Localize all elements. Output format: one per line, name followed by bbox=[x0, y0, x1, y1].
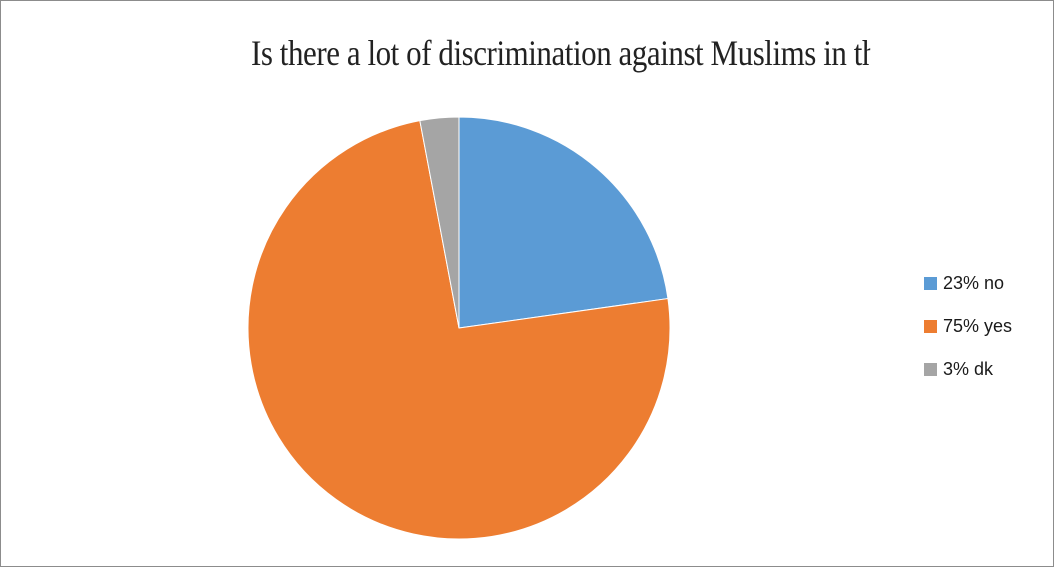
legend-label-yes: 75% yes bbox=[943, 315, 1013, 336]
pie-slice-dk bbox=[419, 116, 460, 329]
legend-item-dk: 3% dk bbox=[924, 357, 1012, 381]
chart-title: Is there a lot of discrimination against… bbox=[251, 33, 870, 73]
legend-swatch-dk bbox=[924, 362, 937, 376]
legend: 23% no 75% yes 3% dk bbox=[924, 271, 1012, 400]
legend-swatch-yes bbox=[924, 319, 937, 333]
legend-label-dk: 3% dk bbox=[943, 358, 994, 379]
legend-label-no: 23% no bbox=[943, 272, 1005, 293]
pie-slice-yes bbox=[247, 120, 671, 540]
legend-item-no: 23% no bbox=[924, 271, 1012, 295]
legend-swatch-no bbox=[924, 276, 937, 290]
legend-item-yes: 75% yes bbox=[924, 314, 1012, 338]
pie-slice-no bbox=[458, 116, 669, 329]
